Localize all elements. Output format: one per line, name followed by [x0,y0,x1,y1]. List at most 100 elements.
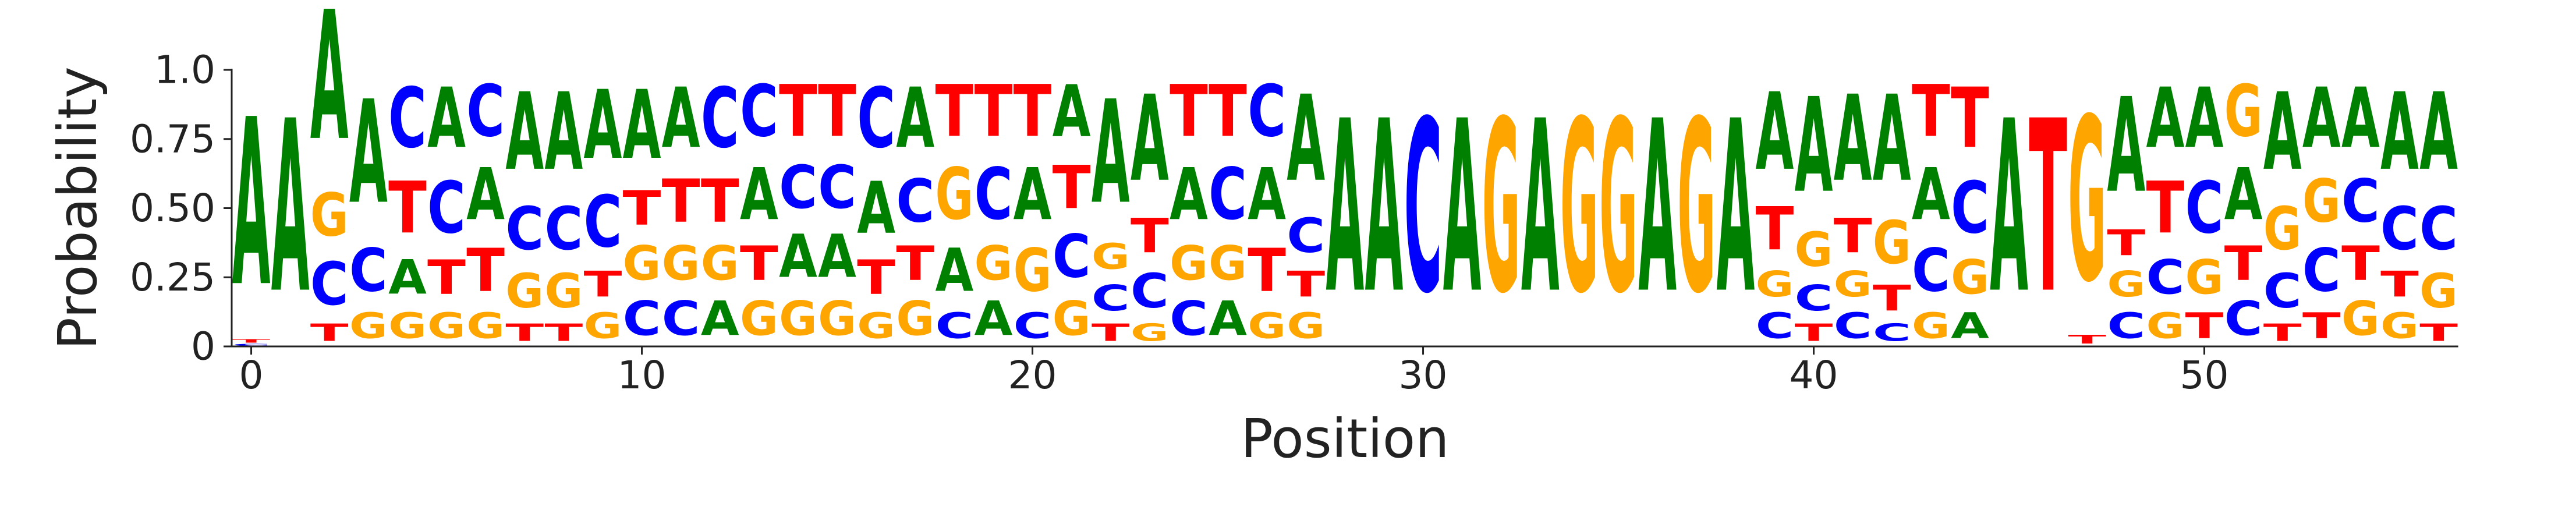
x-axis: 0 10 20 30 40 50 [232,345,2458,398]
logo-letter-C-pos-44: C [1951,168,1989,250]
logo-letter-T-pos-39: T [1756,195,1794,264]
logo-letter-G-pos-27: G [1287,305,1325,346]
logo-letter-A-pos-25: A [1209,291,1247,346]
logo-letter-T-pos-23: T [1131,208,1169,264]
logo-letter-T-pos-53: T [2302,305,2341,346]
logo-letter-C-pos-41: C [1834,306,1872,347]
logo-letter-C-pos-22: C [1092,278,1130,319]
logo-letter-G-pos-18: G [935,154,973,236]
logo-letter-G-pos-19: G [975,236,1013,292]
logo-letter-A-pos-24: A [1170,153,1208,236]
logo-letter-G-pos-24: G [1170,236,1208,292]
logo-letter-T-pos-13: T [740,236,778,292]
logo-letter-G-pos-22: G [1092,236,1130,277]
logo-letter-A-pos-31: A [1443,71,1482,346]
logo-letter-G-pos-8: G [544,264,583,320]
logo-letter-T-pos-9: T [584,264,622,305]
logo-letter-G-pos-51: G [2224,70,2263,153]
logo-letter-G-pos-35: G [1599,71,1638,346]
logo-letter-G-pos-13: G [740,292,778,347]
logo-letter-T-pos-5: T [427,250,466,306]
logo-letter-G-pos-11: G [662,236,700,292]
logo-letter-C-pos-17: C [896,167,934,236]
logo-letter-C-pos-3: C [349,236,388,305]
logo-letter-C-pos-8: C [544,194,583,264]
logo-letter-T-pos-14: T [779,70,817,153]
logo-letter-A-pos-38: A [1716,71,1755,346]
logo-letter-A-pos-1: A [271,71,310,346]
logo-letter-C-pos-12: C [701,71,739,167]
logo-letter-C-pos-19: C [975,154,1013,236]
logo-letter-A-pos-51: A [2224,153,2263,236]
logo-letter-G-pos-3: G [349,305,388,346]
logo-letter-G-pos-5: G [427,305,466,346]
logo-letter-G-pos-25: G [1209,236,1247,292]
logo-letter-C-pos-30: C [1404,71,1443,346]
logo-letter-C-pos-43: C [1912,236,1950,305]
logo-letter-G-pos-23: G [1131,319,1169,346]
logo-letter-A-pos-3: A [349,71,388,236]
logo-letter-C-pos-7: C [505,194,544,264]
x-tick-label: 20 [1008,353,1057,398]
logo-letter-A-pos-33: A [1521,71,1560,346]
logo-letter-A-pos-10: A [623,70,661,180]
logo-letter-T-pos-54: T [2341,236,2380,292]
logo-letter-A-pos-54: A [2341,70,2380,167]
logo-letter-C-pos-50: C [2185,168,2224,250]
logo-letter-G-pos-32: G [1482,71,1521,346]
logo-letter-A-pos-6: A [466,153,505,236]
logo-letter-A-pos-2: A [310,0,349,180]
logo-letter-C-pos-16: C [857,71,895,167]
x-axis-title: Position [1241,408,1449,470]
logo-letter-C-pos-13: C [740,71,778,153]
logo-letter-T-pos-55: T [2380,264,2419,305]
logo-letter-G-pos-43: G [1912,305,1950,346]
logo-letter-A-pos-16: A [857,167,895,250]
logo-letter-G-pos-21: G [1053,292,1091,347]
logo-letter-T-pos-19: T [975,70,1013,153]
x-tick-label: 50 [2180,353,2229,398]
logo-letter-C-pos-5: C [427,168,466,250]
x-tick-label: 10 [618,353,667,398]
logo-letter-C-pos-52: C [2263,264,2302,319]
y-tick-label: 0.50 [130,186,215,231]
logo-letter-A-pos-11: A [662,70,700,167]
logo-letter-G-pos-17: G [896,292,934,347]
logo-letter-G-pos-7: G [505,264,544,320]
logo-letter-G-pos-6: G [466,305,505,346]
logo-letter-C-pos-9: C [584,182,622,264]
logo-letter-A-pos-7: A [505,70,544,194]
logo-letter-T-pos-43: T [1912,70,1950,153]
logo-letter-A-pos-53: A [2302,70,2341,167]
logo-letter-G-pos-47: G [2068,70,2106,332]
x-tick-label: 40 [1790,353,1838,398]
logo-letter-C-pos-40: C [1795,278,1833,319]
logo-letter-A-pos-56: A [2419,70,2458,194]
logo-letter-G-pos-54: G [2341,292,2380,347]
logo-letter-C-pos-56: C [2419,194,2458,264]
logo-letter-A-pos-9: A [584,70,622,180]
logo-letter-A-pos-13: A [740,153,778,236]
logo-letter-C-pos-24: C [1170,292,1208,346]
logo-letter-G-pos-26: G [1248,305,1286,346]
logo-letter-T-pos-17: T [896,236,934,292]
logo-letter-T-pos-48: T [2107,222,2145,264]
logo-letter-A-pos-50: A [2185,70,2224,167]
logo-letter-T-pos-18: T [935,70,973,153]
logo-letter-T-pos-21: T [1053,154,1091,222]
logo-letter-C-pos-10: C [623,292,661,346]
logo-letter-C-pos-26: C [1248,71,1286,153]
y-tick-label: 1.0 [154,48,215,93]
logo-letter-T-pos-42: T [1873,278,1911,319]
logo-letter-A-pos-40: A [1795,70,1833,221]
logo-letter-T-pos-11: T [662,167,700,236]
logo-letter-A-pos-55: A [2380,70,2419,194]
logo-letter-T-pos-44: T [1951,70,1989,167]
logo-letter-C-pos-25: C [1209,154,1247,236]
y-axis-title: Probability [47,66,109,349]
logo-letter-T-pos-8: T [544,319,583,346]
y-axis: 0 0.25 0.50 0.75 1.0 [130,48,233,369]
logo-letter-A-pos-18: A [935,236,973,305]
logo-letter-A-pos-17: A [896,70,934,167]
